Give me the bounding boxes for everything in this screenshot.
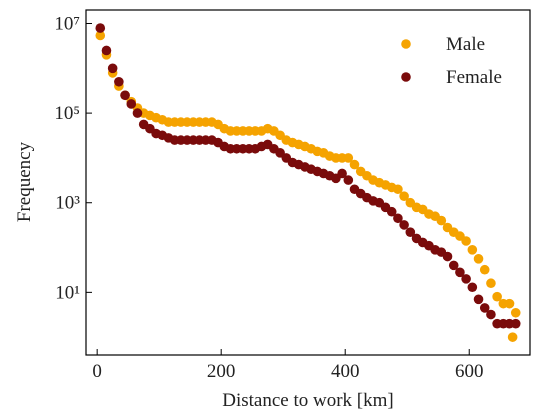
y-axis-label: Frequency	[14, 141, 35, 222]
point	[467, 245, 478, 255]
point	[455, 267, 465, 278]
point	[504, 298, 515, 309]
legend-marker	[401, 72, 411, 82]
x-axis-label: Distance to work [km]	[222, 390, 393, 411]
point	[120, 90, 130, 101]
point	[479, 264, 490, 275]
legend-label: Female	[446, 67, 502, 88]
plot-frame	[85, 9, 531, 356]
x-tick-label: 600	[455, 361, 484, 382]
point	[486, 278, 496, 289]
point	[95, 30, 106, 41]
point	[393, 213, 403, 224]
point	[467, 282, 478, 293]
point	[343, 153, 354, 163]
point	[399, 191, 409, 201]
point	[473, 254, 484, 264]
point	[132, 108, 143, 118]
point	[507, 332, 518, 342]
point	[436, 215, 447, 226]
point	[399, 220, 409, 230]
point	[492, 291, 502, 302]
point	[486, 309, 496, 320]
point	[386, 206, 397, 217]
point	[479, 303, 490, 313]
point	[337, 168, 347, 179]
point	[95, 23, 106, 33]
point	[461, 274, 471, 284]
point	[461, 236, 471, 246]
point	[442, 251, 453, 262]
point	[107, 63, 118, 74]
point	[349, 159, 360, 170]
y-tick-label: 10⁵	[54, 103, 80, 124]
y-tick-label: 10³	[55, 193, 80, 214]
y-tick-label: 10¹	[55, 282, 80, 303]
point	[405, 227, 416, 238]
point	[510, 307, 521, 318]
point	[473, 294, 484, 305]
legend-label: Male	[446, 34, 485, 55]
legend-marker	[401, 39, 411, 49]
point	[126, 99, 137, 109]
y-tick-label: 10⁷	[54, 13, 80, 34]
point	[114, 76, 124, 87]
x-tick-label: 200	[207, 361, 236, 382]
x-tick-label: 0	[92, 361, 102, 382]
point	[101, 45, 112, 56]
point	[448, 260, 459, 271]
point	[393, 184, 403, 195]
x-tick-label: 400	[331, 361, 360, 382]
point	[510, 318, 521, 329]
point	[343, 175, 354, 185]
